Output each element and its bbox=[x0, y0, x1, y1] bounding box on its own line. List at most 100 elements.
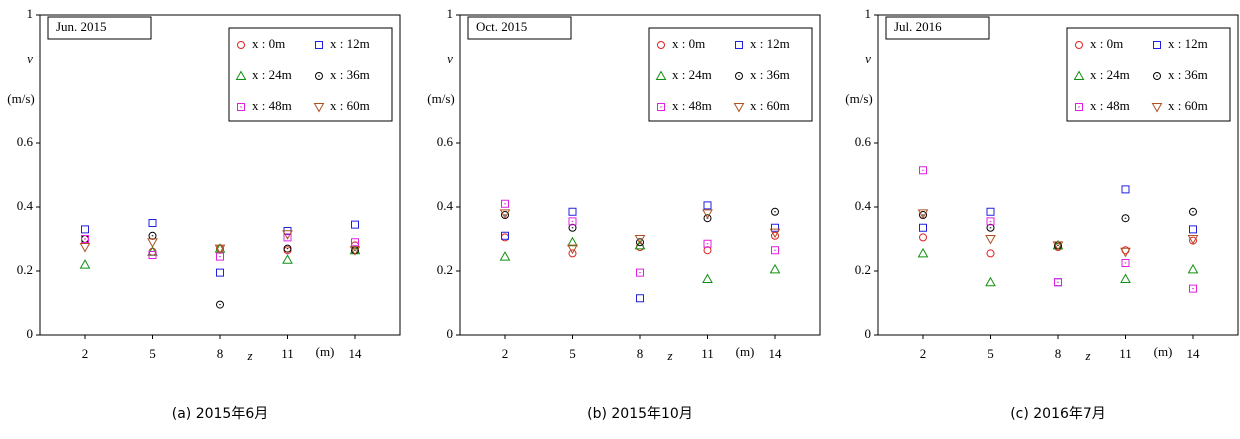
panel-title: Jul. 2016 bbox=[894, 19, 942, 34]
panel: 0 0.2 0.4 0.6 1 2 5 8 11 14 v (m/s) z (m) Jun. 2015 (a)… bbox=[7, 6, 401, 422]
point bbox=[501, 199, 509, 208]
y-tick-label: 0.2 bbox=[437, 262, 453, 277]
point bbox=[499, 209, 511, 219]
legend-marker bbox=[1153, 41, 1161, 49]
point bbox=[1121, 259, 1130, 267]
y-tick-label: 0.4 bbox=[437, 198, 454, 213]
point bbox=[919, 223, 927, 232]
legend-label: x : 12m bbox=[1168, 36, 1208, 51]
legend-marker bbox=[1153, 72, 1162, 80]
point bbox=[917, 209, 929, 219]
caption: (b) 2015年10月 bbox=[587, 406, 693, 422]
point bbox=[349, 246, 361, 256]
y-tick-label: 0.6 bbox=[437, 134, 454, 149]
point bbox=[351, 238, 359, 247]
point bbox=[282, 254, 293, 264]
legend-marker bbox=[315, 41, 323, 49]
point bbox=[568, 217, 577, 226]
legend-marker bbox=[657, 41, 666, 49]
point bbox=[81, 225, 89, 234]
point bbox=[1054, 278, 1062, 287]
point bbox=[1121, 214, 1130, 223]
y-tick-label: 0.4 bbox=[855, 198, 872, 213]
legend-box bbox=[1066, 27, 1231, 122]
y-tick-label: 0.6 bbox=[17, 134, 34, 149]
point bbox=[499, 251, 511, 261]
x-axis-label: z bbox=[666, 348, 672, 363]
point bbox=[1052, 241, 1064, 251]
x-tick-label: 5 bbox=[149, 346, 156, 361]
point bbox=[986, 249, 995, 258]
point bbox=[216, 300, 225, 309]
x-tick-label: 8 bbox=[1055, 346, 1062, 361]
point bbox=[1054, 241, 1063, 250]
y-tick-label: 0 bbox=[447, 326, 454, 341]
plot-frame bbox=[877, 14, 1239, 336]
x-tick-label: 11 bbox=[281, 346, 294, 361]
legend-marker bbox=[1075, 41, 1084, 49]
point bbox=[351, 246, 360, 255]
point bbox=[985, 235, 996, 245]
point bbox=[568, 207, 577, 216]
point bbox=[634, 235, 646, 245]
point bbox=[917, 247, 929, 258]
panel: 0 0.2 0.4 0.6 1 2 5 8 11 14 v (m/s) z (m) Jul. 2016 (c)… bbox=[845, 6, 1239, 422]
x-tick-label: 2 bbox=[502, 346, 509, 361]
x-tick-label: 14 bbox=[349, 346, 363, 361]
y-tick-label: 0.4 bbox=[17, 198, 34, 213]
y-tick-label: 0 bbox=[865, 326, 872, 341]
legend-box bbox=[648, 27, 813, 122]
y-tick-label: 0.2 bbox=[17, 262, 33, 277]
legend-marker bbox=[315, 72, 324, 80]
legend-box bbox=[228, 27, 393, 122]
legend-label: x : 48m bbox=[252, 98, 292, 113]
point bbox=[702, 273, 713, 283]
point bbox=[148, 219, 157, 227]
point bbox=[771, 207, 780, 216]
legend-label: x : 24m bbox=[252, 67, 292, 82]
legend-marker bbox=[735, 72, 744, 80]
x-tick-label: 8 bbox=[637, 346, 644, 361]
caption: (a) 2015年6月 bbox=[172, 406, 269, 422]
point bbox=[771, 223, 779, 232]
legend-label: x : 0m bbox=[672, 36, 705, 51]
x-axis-unit: (m) bbox=[736, 344, 755, 359]
point bbox=[919, 166, 927, 175]
point bbox=[703, 239, 712, 248]
legend-label: x : 60m bbox=[750, 98, 790, 113]
point bbox=[1189, 284, 1197, 293]
caption: (c) 2016年7月 bbox=[1010, 406, 1106, 422]
point bbox=[1120, 273, 1131, 283]
legend-label: x : 48m bbox=[1090, 98, 1130, 113]
y-tick-label: 1 bbox=[447, 6, 454, 21]
x-tick-label: 2 bbox=[82, 346, 89, 361]
panel-title: Jun. 2015 bbox=[56, 19, 107, 34]
legend-label: x : 12m bbox=[330, 36, 370, 51]
point bbox=[986, 207, 995, 216]
legend-marker bbox=[1073, 70, 1085, 80]
x-tick-label: 8 bbox=[217, 346, 224, 361]
point bbox=[567, 236, 578, 247]
y-tick-label: 0 bbox=[27, 326, 34, 341]
point bbox=[1189, 236, 1198, 245]
point bbox=[1189, 225, 1197, 234]
legend-marker bbox=[235, 70, 247, 80]
legend-label: x : 0m bbox=[252, 36, 285, 51]
y-axis-label: v bbox=[865, 51, 871, 66]
y-axis-unit: (m/s) bbox=[427, 91, 454, 106]
y-tick-label: 0.6 bbox=[855, 134, 872, 149]
point bbox=[282, 230, 293, 240]
point bbox=[501, 211, 510, 219]
point bbox=[283, 246, 292, 255]
title-box bbox=[885, 16, 990, 40]
legend-label: x : 48m bbox=[672, 98, 712, 113]
point bbox=[1120, 247, 1131, 258]
plot-frame bbox=[39, 14, 401, 336]
point bbox=[79, 243, 91, 253]
point bbox=[283, 244, 292, 253]
point bbox=[79, 259, 91, 269]
point bbox=[148, 251, 157, 259]
x-tick-label: 11 bbox=[1119, 346, 1132, 361]
legend-marker bbox=[657, 103, 665, 111]
legend-marker bbox=[1075, 103, 1083, 111]
